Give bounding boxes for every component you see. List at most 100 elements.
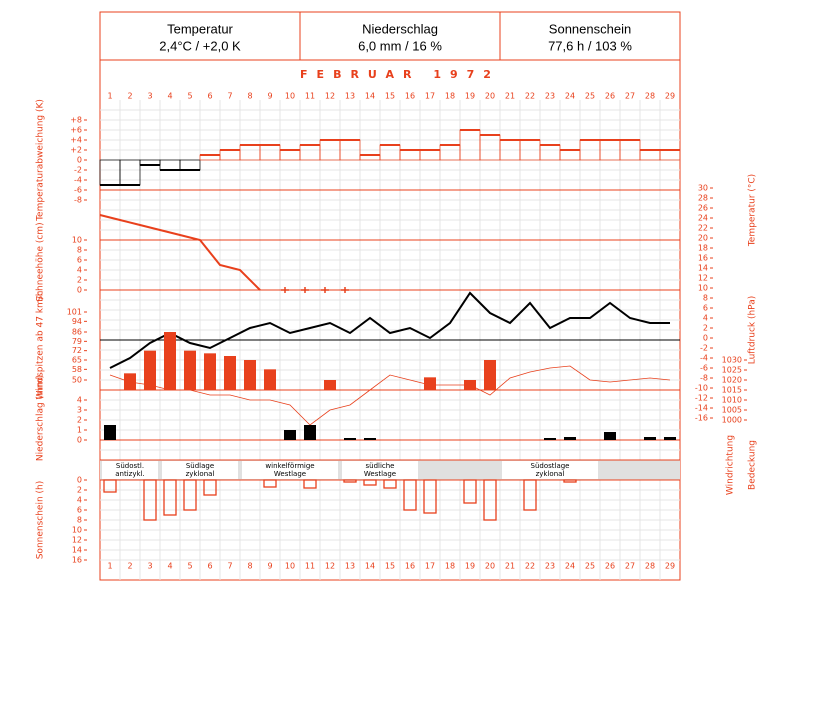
tick-label: 8 xyxy=(703,294,708,303)
tick-label: -2 xyxy=(700,344,708,353)
header-value: 6,0 mm / 16 % xyxy=(358,38,442,53)
day-label: 26 xyxy=(605,92,615,101)
tick-label: 65 xyxy=(72,356,82,365)
sun-bar xyxy=(183,479,197,511)
tick-label: 0 xyxy=(77,286,82,295)
day-label: 15 xyxy=(385,92,395,101)
bar xyxy=(304,425,316,440)
day-label: 9 xyxy=(267,562,272,571)
day-label: 20 xyxy=(485,92,495,101)
day-label: 10 xyxy=(285,562,295,571)
bar xyxy=(184,350,196,390)
day-label: 19 xyxy=(465,92,475,101)
weather-type: zyklonal xyxy=(536,470,565,478)
sun-bar xyxy=(463,479,477,504)
header-title: Niederschlag xyxy=(362,21,438,36)
day-label: 11 xyxy=(305,562,315,571)
day-label: 16 xyxy=(405,562,415,571)
sun-bar xyxy=(383,479,397,489)
day-label: 6 xyxy=(207,562,212,571)
header-title: Sonnenschein xyxy=(549,21,631,36)
day-label: 12 xyxy=(325,562,335,571)
tick-label: 1 xyxy=(77,426,82,435)
tick-label: 14 xyxy=(698,264,708,273)
tick-label: 24 xyxy=(698,214,708,223)
tick-label: 1015 xyxy=(722,386,742,395)
tick-label: -12 xyxy=(695,394,708,403)
axis-label: Temperaturabweichung (K) xyxy=(36,99,46,222)
tick-label: -2 xyxy=(74,166,82,175)
tick-label: +4 xyxy=(70,136,82,145)
day-label: 4 xyxy=(167,92,172,101)
tick-label: 0 xyxy=(77,156,82,165)
sun-bar xyxy=(143,479,157,521)
day-label: 10 xyxy=(285,92,295,101)
tick-label: 86 xyxy=(72,328,82,337)
weather-type: südliche xyxy=(365,462,394,470)
bar xyxy=(664,437,676,440)
day-label: 19 xyxy=(465,562,475,571)
tick-label: 0 xyxy=(77,476,82,485)
tick-label: 6 xyxy=(77,256,82,265)
tick-label: -16 xyxy=(695,414,708,423)
tick-label: 72 xyxy=(72,346,82,355)
snow-trace xyxy=(281,287,289,293)
day-label: 2 xyxy=(127,92,132,101)
header-value: 2,4°C / +2,0 K xyxy=(159,38,241,53)
tick-label: 1020 xyxy=(722,376,742,385)
tick-label: 16 xyxy=(72,556,82,565)
tick-label: -14 xyxy=(695,404,708,413)
tick-label: -6 xyxy=(74,186,82,195)
day-label: 23 xyxy=(545,92,555,101)
snow-trace xyxy=(321,287,329,293)
tick-label: -4 xyxy=(74,176,82,185)
tick-label: 14 xyxy=(72,546,82,555)
day-label: 24 xyxy=(565,92,575,101)
day-label: 8 xyxy=(247,562,252,571)
bar xyxy=(424,377,436,390)
weather-box xyxy=(502,461,598,479)
bar xyxy=(204,353,216,390)
day-label: 21 xyxy=(505,562,515,571)
tick-label: 2 xyxy=(77,416,82,425)
day-label: 5 xyxy=(187,562,192,571)
axis-label: Schneehöhe (cm) xyxy=(36,222,46,301)
day-label: 1 xyxy=(107,562,112,571)
day-label: 22 xyxy=(525,92,535,101)
tick-label: +2 xyxy=(70,146,82,155)
weather-box xyxy=(242,461,338,479)
weather-box xyxy=(162,461,238,479)
bar xyxy=(324,380,336,390)
frame xyxy=(99,11,681,581)
snow-line xyxy=(99,214,261,291)
sun-bar xyxy=(263,479,277,488)
axis-label: Luftdruck (hPa) xyxy=(748,296,758,365)
tick-label: -6 xyxy=(700,364,708,373)
bar xyxy=(564,437,576,440)
bar xyxy=(344,438,356,440)
day-label: 18 xyxy=(445,92,455,101)
axis-label: Sonnenschein (h) xyxy=(36,481,46,560)
tick-label: 1005 xyxy=(722,406,742,415)
weather-type: zyklonal xyxy=(186,470,215,478)
bar xyxy=(264,369,276,390)
day-label: 12 xyxy=(325,92,335,101)
tick-label: 0 xyxy=(77,436,82,445)
day-label: 23 xyxy=(545,562,555,571)
day-label: 17 xyxy=(425,562,435,571)
tick-label: 79 xyxy=(72,337,82,346)
sun-bar xyxy=(423,479,437,514)
day-label: 27 xyxy=(625,562,635,571)
day-label: 7 xyxy=(227,92,232,101)
day-label: 16 xyxy=(405,92,415,101)
tick-label: 16 xyxy=(698,254,708,263)
sun-bar xyxy=(163,479,177,516)
day-label: 17 xyxy=(425,92,435,101)
tick-label: 1000 xyxy=(722,416,742,425)
day-label: 26 xyxy=(605,562,615,571)
day-label: 4 xyxy=(167,562,172,571)
day-label: 3 xyxy=(147,92,152,101)
tick-label: -10 xyxy=(695,384,708,393)
tick-label: 20 xyxy=(698,234,708,243)
tick-label: 2 xyxy=(77,276,82,285)
